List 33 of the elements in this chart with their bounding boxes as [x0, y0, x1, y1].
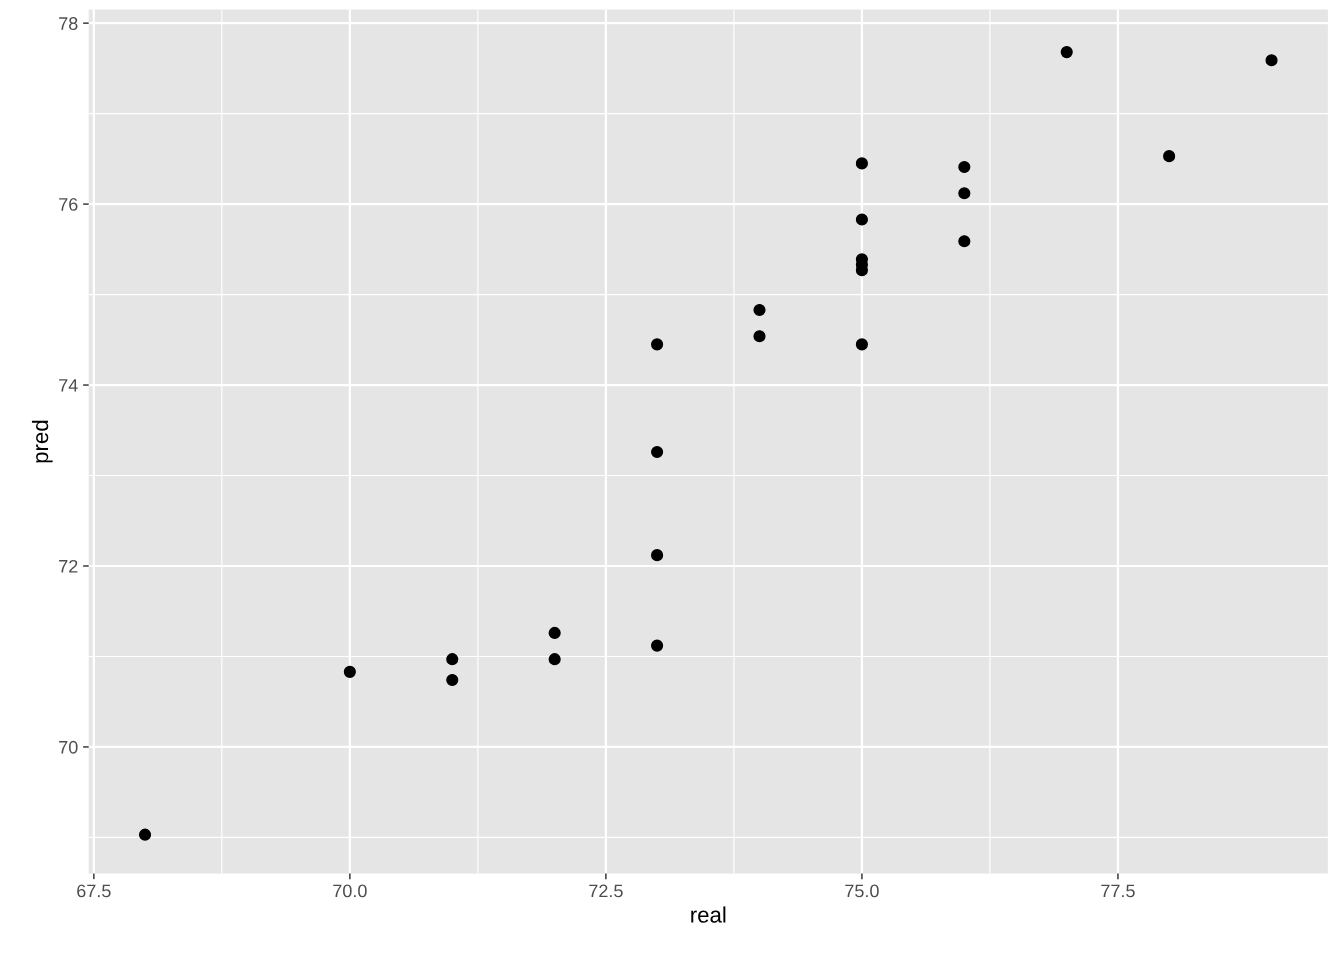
point: [446, 673, 459, 687]
x-tick-label: 77.5: [1101, 884, 1135, 898]
point: [1060, 46, 1073, 59]
y-tick-label: 72: [59, 559, 78, 573]
point: [855, 213, 868, 226]
x-tick-label: 67.5: [77, 884, 111, 898]
point: [446, 653, 459, 666]
point: [958, 187, 971, 200]
x-tick-label: 70.0: [333, 884, 367, 898]
y-axis-title: pred: [31, 420, 53, 463]
y-tick-label: 74: [59, 379, 78, 392]
point: [753, 330, 766, 343]
point: [651, 549, 664, 562]
point: [1163, 150, 1176, 163]
point: [651, 445, 664, 459]
point: [138, 828, 152, 841]
point: [651, 639, 664, 652]
x-axis-title: real: [691, 906, 726, 923]
point: [855, 338, 868, 351]
point: [958, 235, 971, 248]
point: [548, 626, 561, 640]
point: [855, 157, 868, 170]
y-tick-label: 70: [59, 740, 78, 754]
point: [548, 653, 561, 666]
point: [753, 303, 766, 317]
y-tick-label: 76: [59, 198, 78, 211]
point: [1265, 54, 1278, 67]
x-tick-label: 72.5: [589, 884, 623, 898]
point: [343, 665, 356, 678]
x-tick-label: 75.0: [845, 884, 879, 898]
point: [651, 338, 664, 351]
y-tick-label: 78: [59, 17, 78, 30]
point: [958, 160, 971, 174]
